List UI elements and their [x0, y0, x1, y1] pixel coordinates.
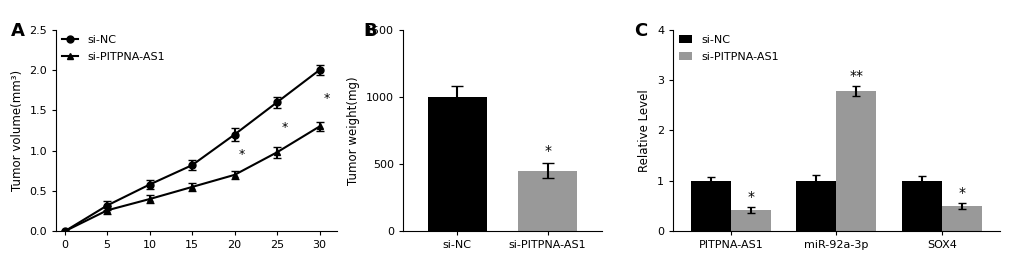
Legend: si-NC, si-PITPNA-AS1: si-NC, si-PITPNA-AS1	[61, 35, 165, 62]
Text: **: **	[849, 69, 862, 83]
Text: B: B	[363, 22, 376, 40]
Y-axis label: Relative Level: Relative Level	[638, 89, 651, 172]
Bar	[796, 181, 836, 231]
Bar	[691, 181, 731, 231]
Text: *: *	[543, 144, 550, 158]
Bar	[427, 97, 486, 231]
Text: C: C	[634, 22, 647, 40]
Text: *: *	[281, 121, 287, 134]
Y-axis label: Tumor weight(mg): Tumor weight(mg)	[347, 76, 360, 185]
Text: *: *	[324, 92, 330, 105]
Y-axis label: Tumor volume(mm³): Tumor volume(mm³)	[11, 70, 23, 191]
Legend: si-NC, si-PITPNA-AS1: si-NC, si-PITPNA-AS1	[678, 35, 777, 62]
Text: A: A	[11, 22, 25, 40]
Bar	[518, 171, 577, 231]
Bar	[731, 210, 770, 231]
Text: *: *	[747, 190, 754, 204]
Bar	[836, 91, 875, 231]
Text: *: *	[238, 148, 245, 161]
Bar	[901, 181, 941, 231]
Text: *: *	[957, 186, 964, 200]
Bar	[941, 206, 980, 231]
